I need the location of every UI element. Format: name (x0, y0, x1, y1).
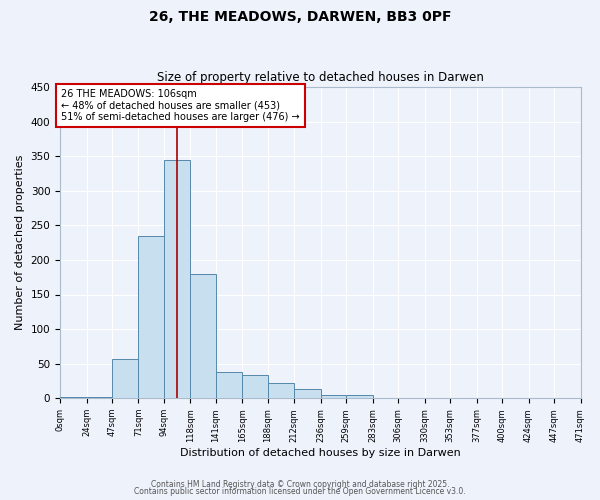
Bar (112, 360, 139, 398)
Bar (190, 274, 216, 398)
Bar (164, 160, 190, 398)
Text: Contains HM Land Registry data © Crown copyright and database right 2025.: Contains HM Land Registry data © Crown c… (151, 480, 449, 489)
Bar (60, 397, 86, 398)
Title: Size of property relative to detached houses in Darwen: Size of property relative to detached ho… (157, 72, 484, 85)
X-axis label: Distribution of detached houses by size in Darwen: Distribution of detached houses by size … (180, 448, 461, 458)
Bar (139, 236, 164, 398)
Y-axis label: Number of detached properties: Number of detached properties (15, 155, 25, 330)
Bar (346, 396, 373, 398)
Bar (216, 372, 242, 398)
Bar (294, 389, 321, 398)
Bar (268, 383, 294, 398)
Bar (86, 397, 112, 398)
Bar (242, 374, 268, 398)
Text: 26, THE MEADOWS, DARWEN, BB3 0PF: 26, THE MEADOWS, DARWEN, BB3 0PF (149, 10, 451, 24)
Text: 26 THE MEADOWS: 106sqm
← 48% of detached houses are smaller (453)
51% of semi-de: 26 THE MEADOWS: 106sqm ← 48% of detached… (61, 89, 300, 122)
Bar (321, 396, 346, 398)
Text: Contains public sector information licensed under the Open Government Licence v3: Contains public sector information licen… (134, 487, 466, 496)
